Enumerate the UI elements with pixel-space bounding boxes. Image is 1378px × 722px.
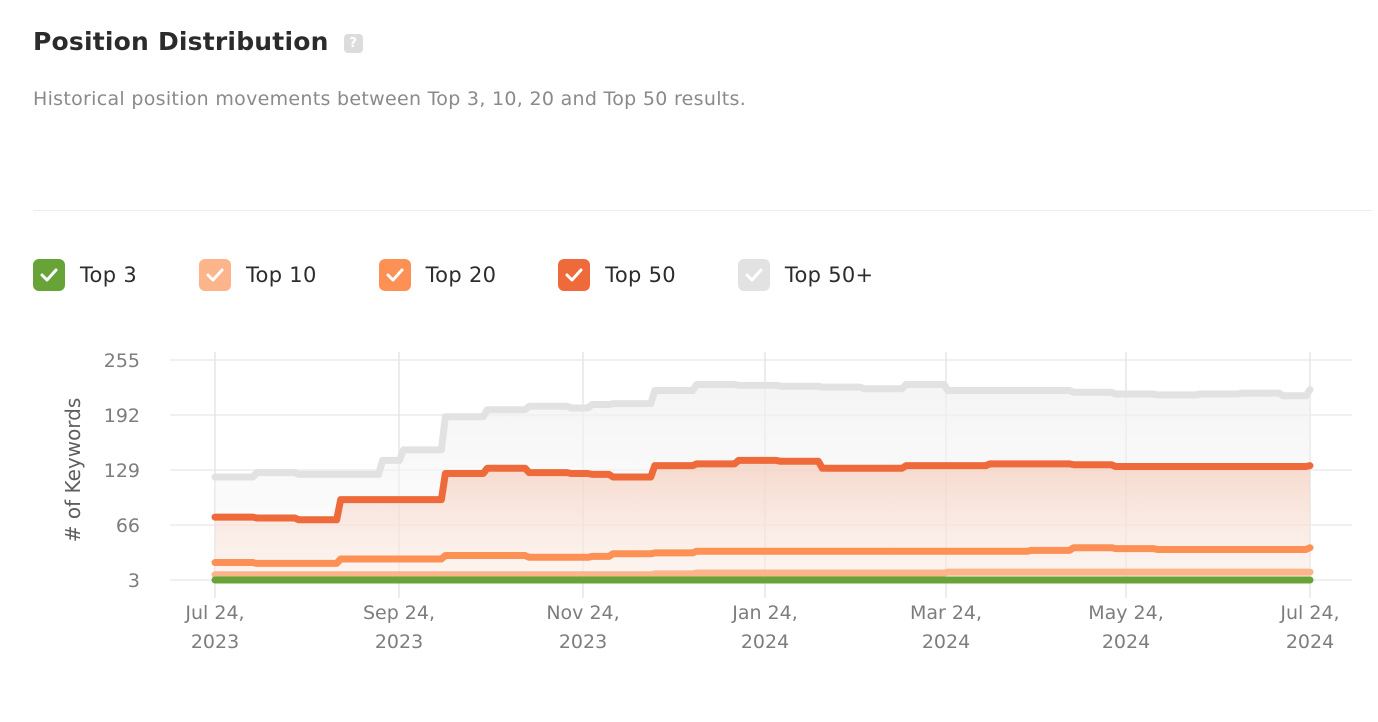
y-axis: 3 66 129 192 255 <box>104 350 140 592</box>
series-line-top-20[interactable] <box>211 544 1314 567</box>
x-tick-label: May 24, <box>1088 602 1164 624</box>
header: Position Distribution ? <box>33 27 363 56</box>
checkbox-checked-icon[interactable] <box>378 259 411 291</box>
x-tick-label: 2024 <box>922 631 970 653</box>
subtitle: Historical position movements between To… <box>33 88 747 110</box>
series-line-top-50-plus[interactable] <box>211 380 1314 481</box>
x-tick-label: Mar 24, <box>910 602 982 624</box>
y-tick-label: 192 <box>104 405 140 427</box>
chart-legend: Top 3 Top 10 Top 20 Top 50 Top 50+ <box>33 259 935 291</box>
x-axis: Jul 24, 2023 Sep 24, 2023 Nov 24, 2023 Jan 24,… <box>184 602 1339 653</box>
y-tick-label: 255 <box>104 350 140 372</box>
x-tick-label: 2023 <box>559 631 607 653</box>
legend-label: Top 50 <box>605 263 676 287</box>
y-axis-label: # of Keywords <box>61 398 85 543</box>
legend-label: Top 10 <box>245 263 317 287</box>
x-tick-label: Nov 24, <box>546 602 619 624</box>
x-tick-label: 2023 <box>191 631 239 653</box>
legend-item-top-50[interactable]: Top 50 <box>558 259 676 291</box>
legend-label: Top 20 <box>425 263 497 287</box>
x-tick-label: 2023 <box>375 631 423 653</box>
x-tick-label: Jan 24, <box>731 602 798 624</box>
y-tick-label: 66 <box>116 515 140 537</box>
series-line-top-10[interactable] <box>211 568 1314 579</box>
legend-label: Top 50+ <box>784 263 874 287</box>
y-tick-label: 129 <box>104 460 140 482</box>
checkbox-checked-icon[interactable] <box>198 259 231 291</box>
x-tick-label: 2024 <box>741 631 789 653</box>
legend-label: Top 3 <box>80 263 137 287</box>
legend-item-top-20[interactable]: Top 20 <box>378 259 497 291</box>
chart-lines <box>211 380 1314 584</box>
legend-item-top-3[interactable]: Top 3 <box>33 259 137 291</box>
divider <box>33 210 1372 211</box>
checkbox-checked-icon[interactable] <box>558 259 591 291</box>
series-line-top-50[interactable] <box>211 456 1314 524</box>
legend-item-top-50-plus[interactable]: Top 50+ <box>737 259 874 291</box>
x-tick-label: Jul 24, <box>184 602 244 624</box>
question-mark-icon[interactable]: ? <box>343 33 363 53</box>
x-tick-label: 2024 <box>1102 631 1150 653</box>
checkbox-checked-icon[interactable] <box>33 259 65 291</box>
legend-item-top-10[interactable]: Top 10 <box>198 259 317 291</box>
checkbox-checked-icon[interactable] <box>737 259 770 291</box>
x-tick-label: Sep 24, <box>363 602 435 624</box>
x-tick-label: 2024 <box>1286 631 1334 653</box>
x-tick-label: Jul 24, <box>1279 602 1339 624</box>
page-title: Position Distribution <box>33 27 329 56</box>
y-tick-label: 3 <box>128 570 140 592</box>
